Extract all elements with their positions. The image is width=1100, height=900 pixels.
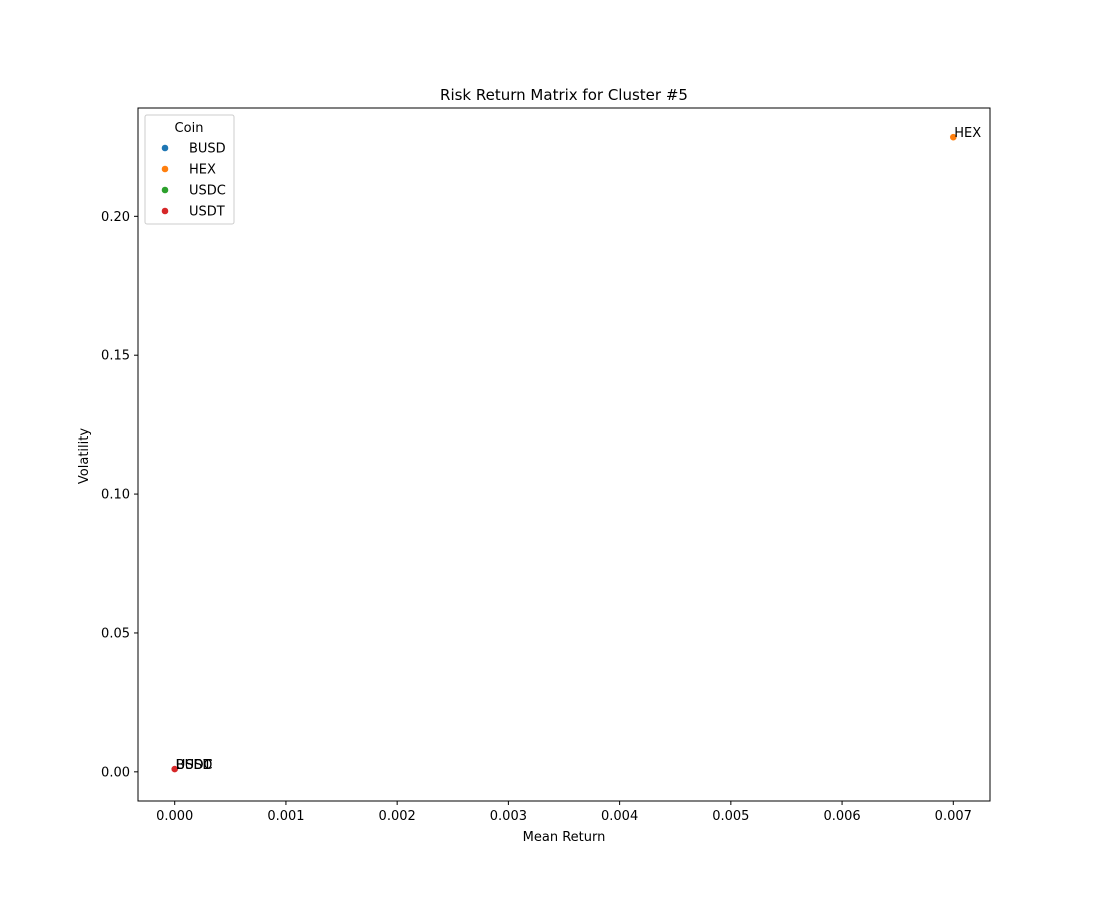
x-tick-label: 0.003 <box>490 809 527 824</box>
chart-title: Risk Return Matrix for Cluster #5 <box>440 86 688 104</box>
y-axis-label: Volatility <box>77 428 92 484</box>
legend-title: Coin <box>175 121 204 136</box>
y-tick-label: 0.20 <box>101 210 130 225</box>
legend-box <box>144 114 235 225</box>
legend-marker-usdc <box>161 186 169 194</box>
y-tick-label: 0.05 <box>101 626 130 641</box>
x-tick-label: 0.002 <box>379 809 416 824</box>
point-label-busd: BUSD <box>176 758 213 773</box>
legend: Coin BUSD HEX USDC USDT <box>144 114 235 225</box>
x-tick-label: 0.004 <box>601 809 638 824</box>
legend-marker-usdt <box>161 207 169 215</box>
legend-entry-usdt: USDT <box>189 205 225 220</box>
point-label-usdc: USDC <box>176 758 213 773</box>
x-tick-label: 0.007 <box>935 809 972 824</box>
y-tick-label: 0.10 <box>101 488 130 503</box>
plot-area <box>137 107 991 802</box>
x-tick-label: 0.001 <box>267 809 304 824</box>
legend-entry-busd: BUSD <box>189 142 226 157</box>
x-tick-label: 0.005 <box>712 809 749 824</box>
x-tick-label: 0.000 <box>156 809 193 824</box>
y-tick-label: 0.15 <box>101 349 130 364</box>
point-label-usdt: USDT <box>176 758 212 773</box>
legend-marker-hex <box>161 165 169 173</box>
x-axis-label: Mean Return <box>523 830 606 845</box>
data-point-hex <box>949 133 958 142</box>
data-point-usdt <box>170 765 179 773</box>
data-points <box>170 133 958 773</box>
x-tick-label: 0.006 <box>823 809 860 824</box>
legend-entry-hex: HEX <box>189 163 216 178</box>
y-tick-label: 0.00 <box>101 765 130 780</box>
point-label-hex: HEX <box>954 126 981 141</box>
legend-entries: BUSD HEX USDC USDT <box>161 142 226 220</box>
y-axis: 0.00 0.05 0.10 0.15 0.20 <box>101 210 138 780</box>
plot-frame <box>137 107 991 802</box>
legend-entry-usdc: USDC <box>189 184 226 199</box>
legend-marker-busd <box>161 144 169 152</box>
x-axis: 0.000 0.001 0.002 0.003 0.004 0.005 0.006 0.007 <box>156 801 972 824</box>
